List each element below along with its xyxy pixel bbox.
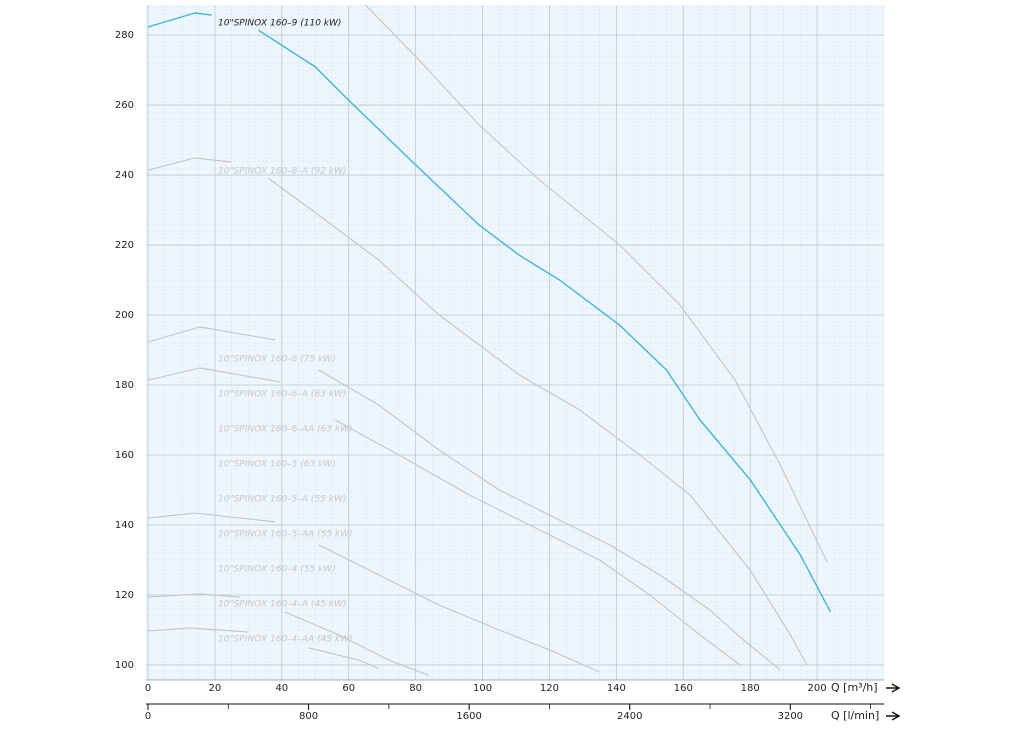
y-tick-label: 100 [115, 660, 134, 671]
x2-tick-label: 2400 [617, 711, 642, 722]
x-tick-label: 140 [607, 683, 626, 694]
x2-tick-label: 0 [145, 711, 151, 722]
y-tick-label: 140 [115, 520, 134, 531]
x-tick-label: 120 [540, 683, 559, 694]
axis-arrow [886, 683, 901, 693]
x-tick-label: 20 [209, 683, 222, 694]
y-tick-label: 280 [115, 30, 134, 41]
x2-tick-label: 3200 [778, 711, 803, 722]
x-tick-label: 100 [473, 683, 492, 694]
curve [268, 177, 808, 666]
curve [147, 627, 249, 633]
curve-label: 10"SPINOX 160–6–A (63 kW) [218, 390, 346, 400]
curve-label: 10"SPINOX 160–8–A (92 kW) [218, 167, 346, 177]
curve [147, 157, 232, 171]
curve-label: 10"SPINOX 160–5–A (55 kW) [218, 495, 346, 505]
curve [258, 29, 832, 613]
curve [318, 544, 600, 673]
curve-label: 10"SPINOX 160–4–A (45 kW) [218, 600, 346, 610]
curve [147, 367, 281, 383]
axis-arrow [886, 711, 901, 721]
x-tick-label: 40 [275, 683, 288, 694]
plot-background [146, 5, 884, 680]
curve [365, 4, 828, 563]
x-tick-label: 60 [342, 683, 355, 694]
y-tick-label: 260 [115, 100, 134, 111]
x2-axis-title: Q [l/min] [831, 709, 879, 722]
curve-label: 10"SPINOX 160–5 (63 kW) [218, 460, 336, 470]
curve-label: 10"SPINOX 160–6 (75 kW) [218, 355, 336, 365]
x-tick-label: 80 [409, 683, 422, 694]
y-tick-label: 200 [115, 310, 134, 321]
x-tick-label: 180 [741, 683, 760, 694]
curve [318, 369, 781, 671]
y-tick-label: 220 [115, 240, 134, 251]
x-tick-label: 200 [808, 683, 827, 694]
x2-tick-label: 1600 [456, 711, 481, 722]
y-tick-label: 160 [115, 450, 134, 461]
curve [147, 593, 241, 598]
x-tick-label: 0 [145, 683, 151, 694]
curve [308, 647, 380, 670]
y-tick-label: 180 [115, 380, 134, 391]
x-tick-label: 160 [674, 683, 693, 694]
curve [284, 611, 430, 677]
curve-label: 10"SPINOX 160–6–AA (63 kW) [218, 425, 353, 435]
curve-label: 10"SPINOX 160–4 (55 kW) [218, 565, 336, 575]
curve-label: 10"SPINOX 160–9 (110 kW) [218, 19, 341, 29]
curve-label: 10"SPINOX 160–4–AA (45 kW) [218, 635, 353, 645]
curve-label: 10"SPINOX 160–5–AA (55 kW) [218, 530, 353, 540]
curve [335, 419, 741, 666]
curve [147, 512, 276, 523]
y-tick-label: 240 [115, 170, 134, 181]
y-tick-label: 120 [115, 590, 134, 601]
x-axis-title: Q [m³/h] [831, 681, 878, 694]
curve [147, 326, 276, 343]
x2-tick-label: 800 [299, 711, 318, 722]
curve [147, 12, 212, 28]
